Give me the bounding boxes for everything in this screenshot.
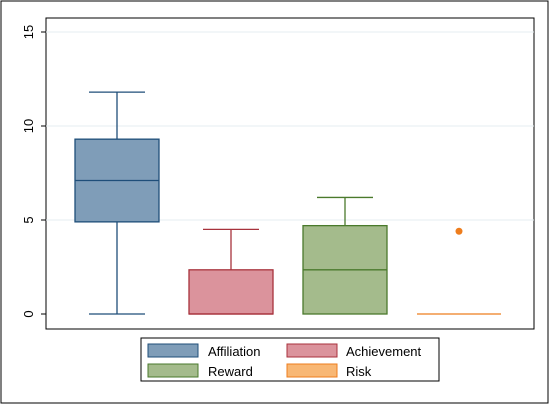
legend-label-reward: Reward: [208, 364, 253, 379]
box-reward: [302, 196, 388, 315]
boxes: [74, 91, 501, 315]
box-affiliation: [74, 91, 160, 315]
legend-label-affiliation: Affiliation: [208, 344, 261, 359]
y-axis: 0 5 10 15: [21, 25, 46, 318]
legend-label-achievement: Achievement: [346, 344, 422, 359]
legend-key-reward: [147, 363, 199, 378]
legend-label-risk: Risk: [346, 364, 372, 379]
legend-key-risk: [286, 363, 338, 378]
legend-key-achievement: [286, 343, 338, 358]
outlier-point: [455, 227, 463, 235]
legend-key-affiliation: [147, 343, 199, 358]
box-achievement: [188, 228, 274, 315]
box: [188, 269, 274, 315]
y-tick-label: 0: [21, 310, 36, 317]
y-tick-label: 15: [21, 25, 36, 39]
box-risk: [417, 227, 501, 315]
legend: Affiliation Achievement Reward Risk: [140, 337, 440, 382]
y-tick-label: 10: [21, 119, 36, 133]
y-tick-label: 5: [21, 216, 36, 223]
